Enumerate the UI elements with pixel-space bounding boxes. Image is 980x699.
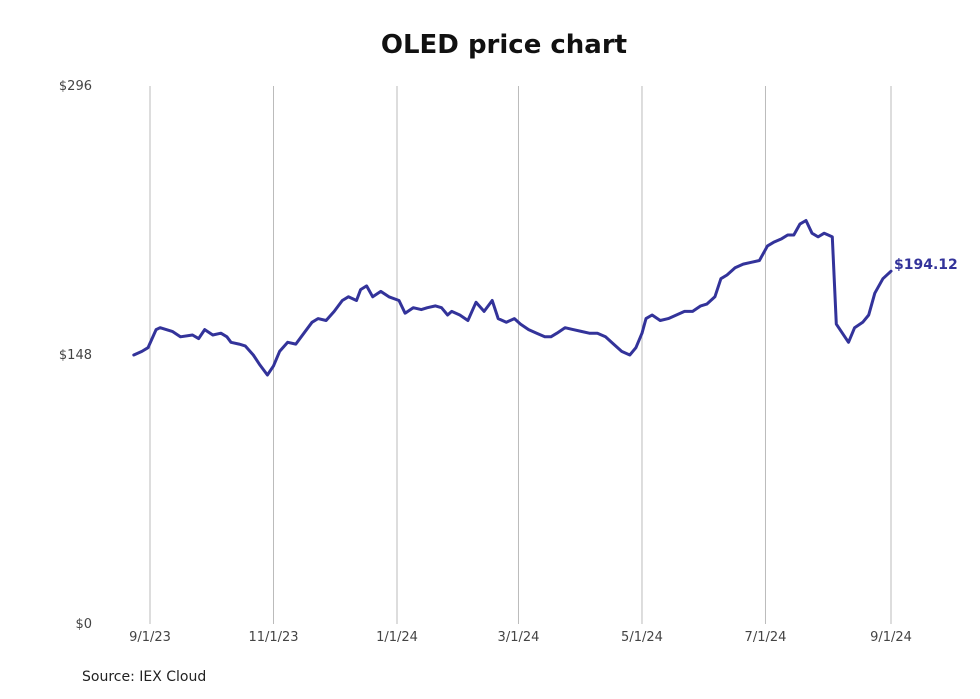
x-tick-label: 11/1/23 <box>248 630 298 645</box>
last-price-label: $194.12 <box>894 257 958 273</box>
x-tick-label: 1/1/24 <box>376 630 418 645</box>
y-tick-label: $0 <box>75 617 92 632</box>
x-tick-label: 9/1/24 <box>870 630 912 645</box>
y-tick-label: $148 <box>59 348 92 363</box>
x-tick-label: 9/1/23 <box>129 630 171 645</box>
price-series-line <box>132 219 893 377</box>
grid-lines <box>149 86 892 624</box>
x-tick-label: 5/1/24 <box>621 630 663 645</box>
x-axis-ticks: 9/1/23 11/1/23 1/1/24 3/1/24 5/1/24 7/1/24 9/1… <box>129 630 912 645</box>
source-note: Source: IEX Cloud <box>82 669 207 685</box>
y-axis-ticks: $0 $148 $296 <box>59 79 92 632</box>
chart-title: OLED price chart <box>380 30 628 60</box>
y-tick-label: $296 <box>59 79 92 94</box>
x-tick-label: 3/1/24 <box>498 630 540 645</box>
x-tick-label: 7/1/24 <box>745 630 787 645</box>
